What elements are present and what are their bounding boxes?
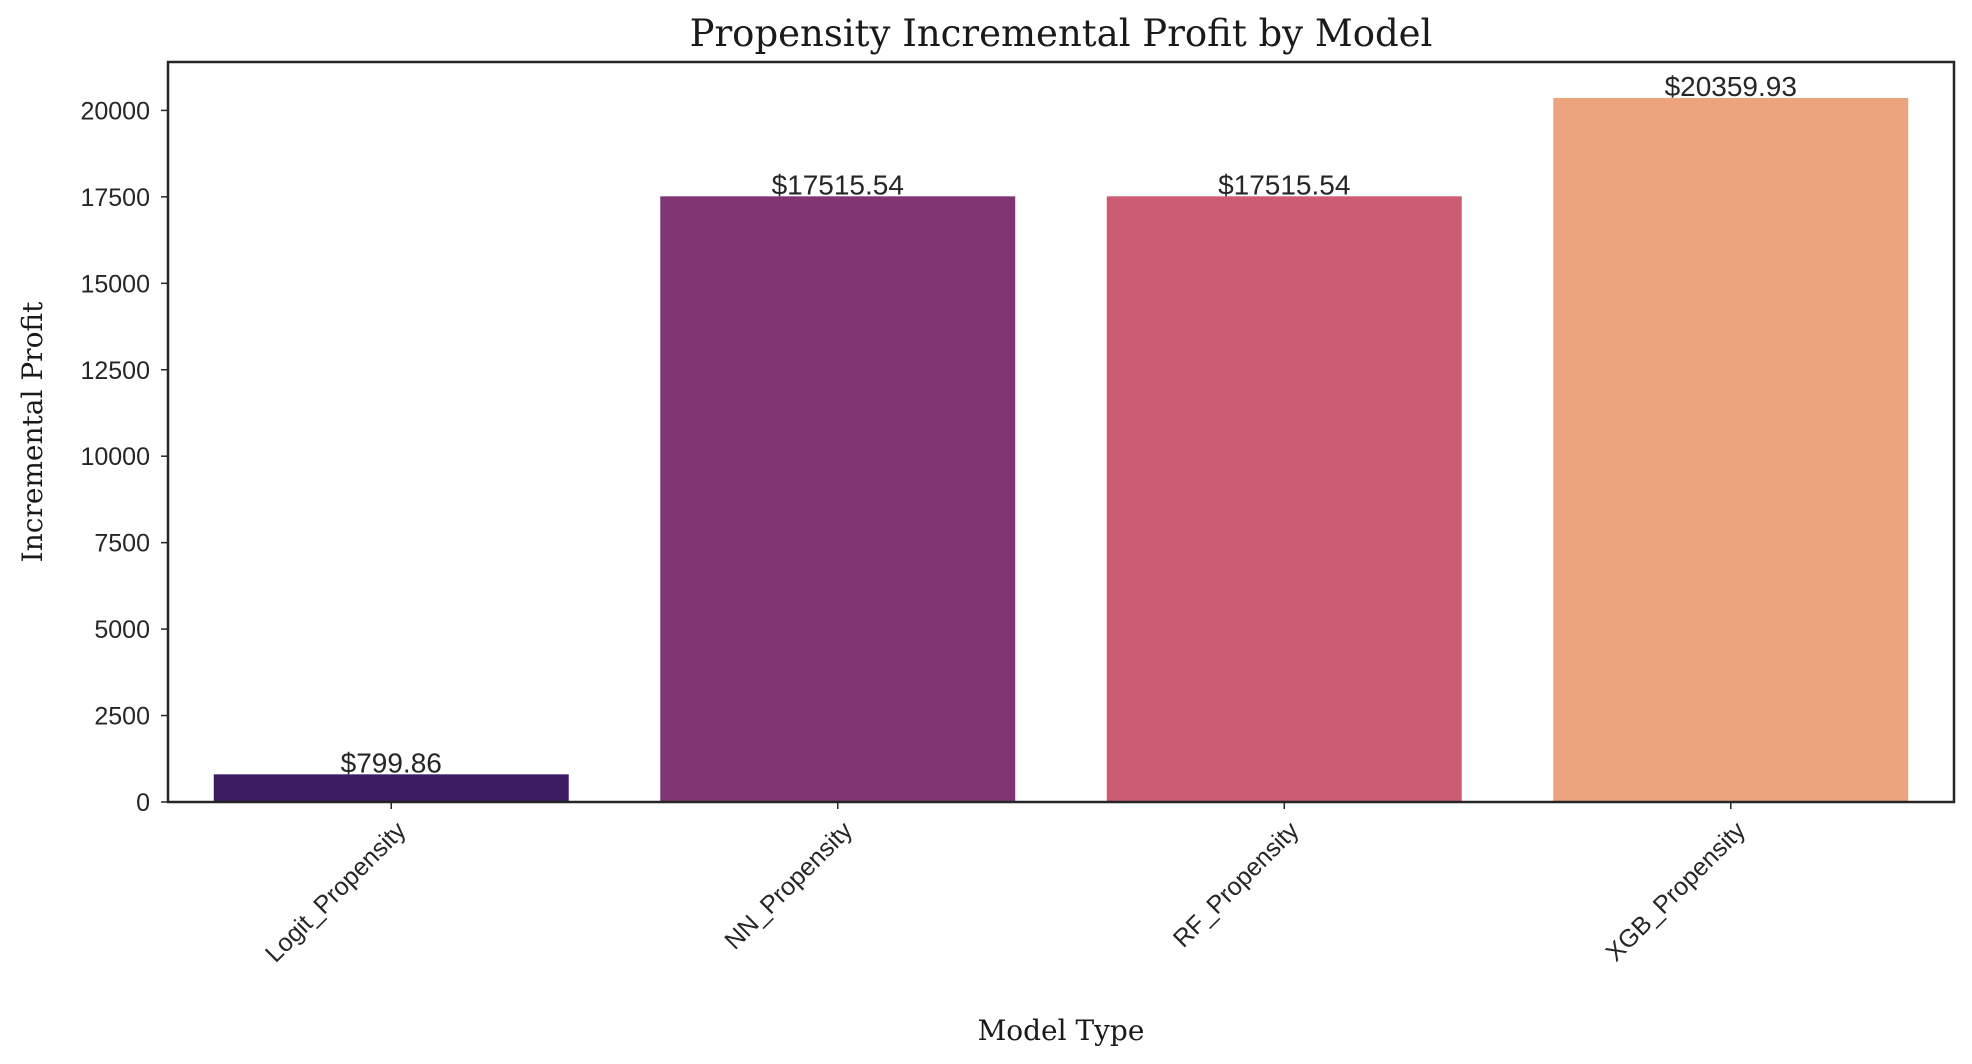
plot-frame bbox=[166, 60, 1956, 804]
y-tick-label: 17500 bbox=[80, 184, 150, 212]
data-label: $799.86 bbox=[341, 747, 442, 778]
data-label: $20359.93 bbox=[1665, 71, 1797, 102]
x-tick-label: XGB_Propensity bbox=[1601, 816, 1752, 967]
bar-rf-propensity bbox=[1106, 196, 1462, 802]
x-axis-ticks: Logit_Propensity NN_Propensity RF_Propensi… bbox=[260, 802, 1751, 968]
bar-xgb-propensity bbox=[1553, 97, 1909, 803]
x-axis-label: Model Type bbox=[978, 1014, 1145, 1047]
y-tick-label: 10000 bbox=[80, 443, 150, 471]
y-tick-label: 12500 bbox=[80, 357, 150, 385]
data-labels-layer: $799.86 $17515.54 $17515.54 $20359.93 bbox=[341, 71, 1797, 778]
x-tick-label: RF_Propensity bbox=[1168, 816, 1305, 953]
y-tick-label: 20000 bbox=[80, 97, 150, 125]
y-tick-label: 0 bbox=[136, 789, 150, 817]
y-tick-label: 5000 bbox=[94, 616, 150, 644]
data-label: $17515.54 bbox=[772, 169, 904, 200]
bar-nn-propensity bbox=[660, 196, 1016, 802]
y-tick-label: 7500 bbox=[94, 530, 150, 558]
bar-logit-propensity bbox=[213, 774, 569, 802]
chart-title: Propensity Incremental Profit by Model bbox=[690, 12, 1433, 55]
y-axis-label: Incremental Profit bbox=[16, 301, 49, 562]
y-tick-label: 15000 bbox=[80, 270, 150, 298]
x-tick-label: NN_Propensity bbox=[719, 816, 858, 955]
x-tick-label: Logit_Propensity bbox=[260, 816, 412, 968]
data-label: $17515.54 bbox=[1218, 169, 1350, 200]
y-tick-label: 2500 bbox=[94, 703, 150, 731]
bars-layer bbox=[213, 97, 1909, 803]
y-axis-ticks: 0 2500 5000 7500 10000 12500 15000 17500 20000 bbox=[80, 97, 168, 817]
